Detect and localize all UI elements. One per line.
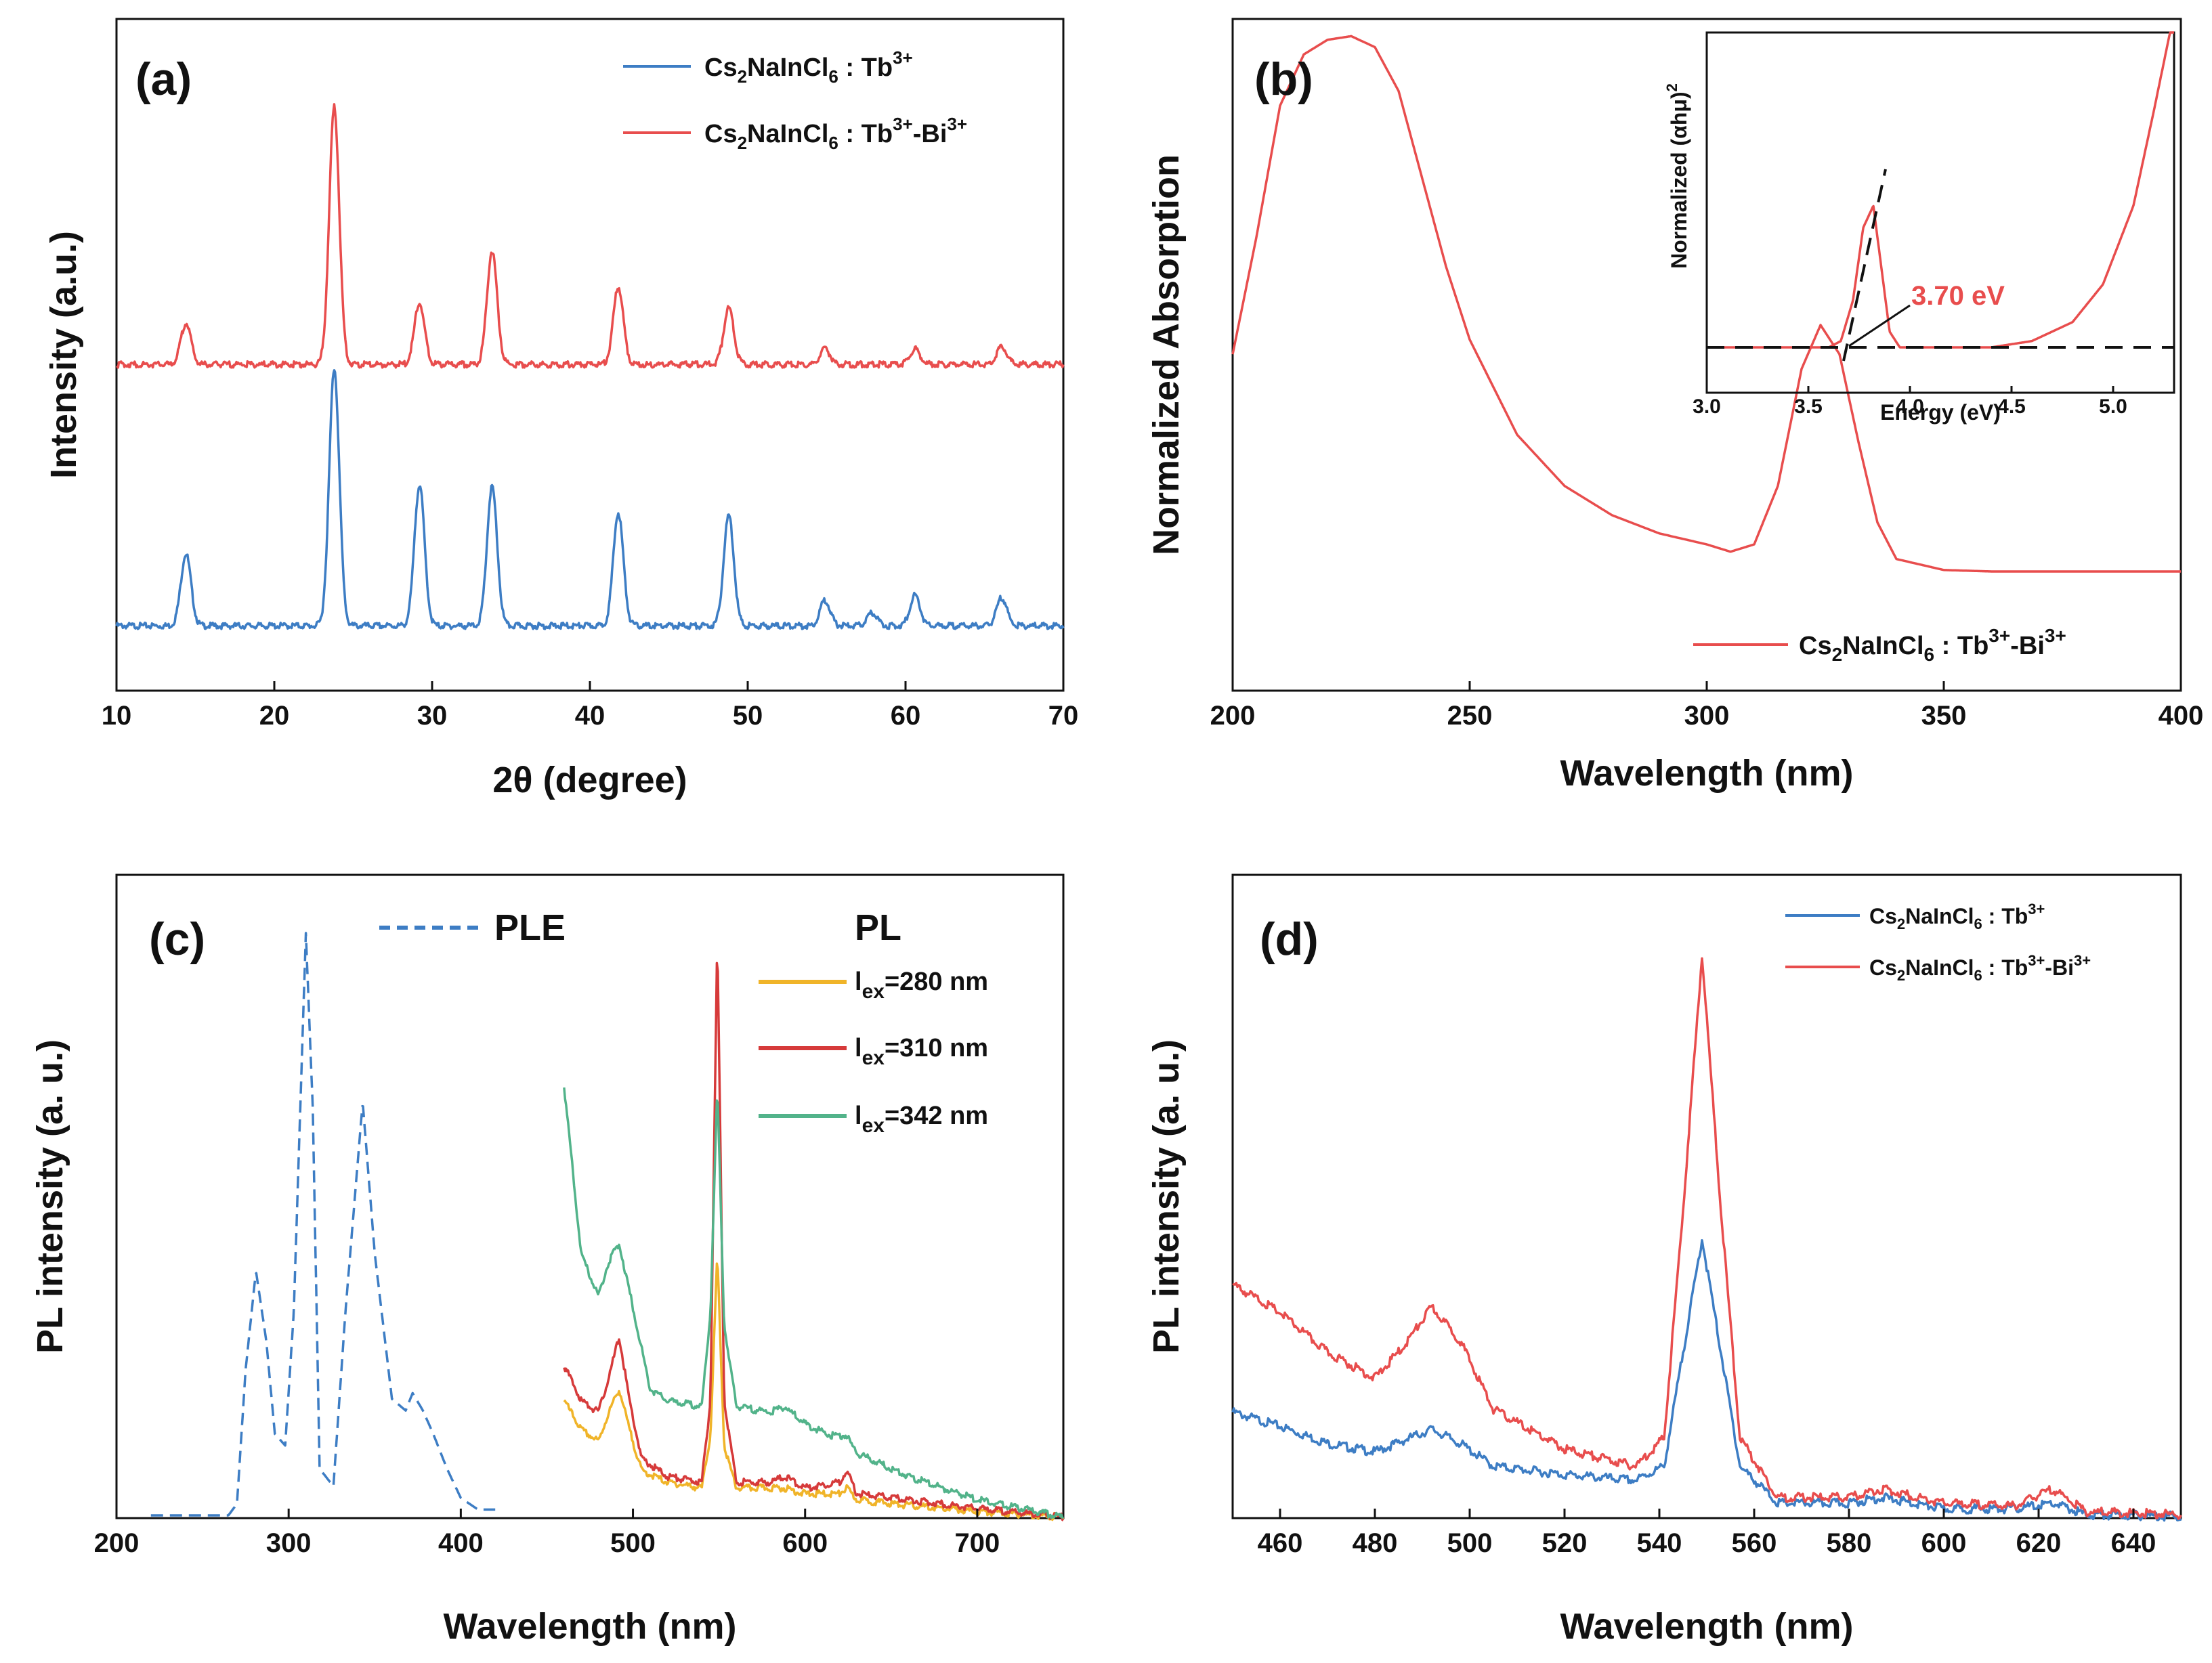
legend-label-tb-bi: Cs2NaInCl6 : Tb3+-Bi3+	[704, 114, 967, 153]
legend-label-d-tb: Cs2NaInCl6 : Tb3+	[1869, 901, 2045, 932]
panel-d-series-1	[1232, 957, 2182, 1520]
legend-label-280: lex=280 nm	[855, 968, 988, 1003]
panel-d-xtick-label: 620	[2016, 1528, 2062, 1558]
legend-label-b: Cs2NaInCl6 : Tb3+-Bi3+	[1799, 625, 2066, 665]
panel-b-xtick-label: 250	[1447, 701, 1493, 731]
panel-d-label: (d)	[1260, 913, 1319, 965]
panel-b-series-0	[1231, 35, 2182, 573]
panel-d-xtick-label: 600	[1921, 1528, 1967, 1558]
panel-c-ylabel: PL intensity (a. u.)	[30, 1039, 70, 1354]
panel-a-xtick-label: 50	[733, 701, 763, 731]
legend-label-tb: Cs2NaInCl6 : Tb3+	[704, 47, 913, 87]
panel-a-xtick-label: 70	[1048, 701, 1079, 731]
inset-xtick-label: 3.0	[1693, 395, 1721, 418]
panel-a-xtick-label: 10	[102, 701, 132, 731]
panel-d-xtick-label: 460	[1258, 1528, 1303, 1558]
panel-a-series-1	[116, 103, 1065, 369]
panel-b-xtick-label: 350	[1921, 701, 1967, 731]
panel-c-series-2	[563, 962, 1064, 1521]
panel-c-xtick-label: 200	[94, 1528, 140, 1558]
panel-b-xtick-label: 300	[1684, 701, 1730, 731]
inset-frame	[1705, 31, 2175, 394]
panel-c-series-1	[563, 1262, 1065, 1521]
inset-xtick-label: 4.0	[1896, 395, 1924, 418]
panel-a-xrd: 10 20 30 40 50 60 70 (a) 2θ (degree) Intensity…	[43, 18, 1079, 800]
panel-b-xtick-label: 400	[2158, 701, 2204, 731]
panel-a-xtick-label: 30	[417, 701, 448, 731]
panel-c-xtick-label: 300	[266, 1528, 312, 1558]
panel-c-series-3	[563, 1087, 1065, 1519]
panel-d-xtick-label: 500	[1447, 1528, 1493, 1558]
panel-c-series-0	[150, 932, 496, 1517]
panel-b-legend: Cs2NaInCl6 : Tb3+-Bi3+	[1693, 625, 2066, 665]
panel-a-xlabel: 2θ (degree)	[492, 760, 687, 800]
panel-c-xlabel: Wavelength (nm)	[443, 1606, 736, 1647]
panel-d-xtick-label: 520	[1542, 1528, 1588, 1558]
legend-label-342: lex=342 nm	[855, 1102, 988, 1137]
panel-d-ylabel: PL intensity (a. u.)	[1146, 1039, 1187, 1354]
panel-d-frame	[1231, 873, 2182, 1519]
panel-c-xtick-label: 500	[610, 1528, 656, 1558]
legend-label-ple: PLE	[494, 907, 566, 948]
panel-b-xtick-label: 200	[1210, 701, 1256, 731]
panel-b-xlabel: Wavelength (nm)	[1560, 753, 1853, 794]
panel-d-pl: 460 480 500 520 540 560 580 600 620 640 (d) Wavel…	[1146, 873, 2182, 1647]
panel-c-xtick-label: 400	[438, 1528, 484, 1558]
inset-xtick-label: 4.5	[1997, 395, 2026, 418]
legend-title-pl: PL	[855, 907, 901, 948]
panel-a-ylabel: Intensity (a.u.)	[43, 231, 84, 479]
inset-ylabel: Normalized (αhμ)2	[1663, 83, 1691, 269]
panel-a-label: (a)	[135, 53, 192, 105]
panel-d-xtick-label: 640	[2111, 1528, 2156, 1558]
panel-b-absorption: 200 250 300 350 400 (b) Wavelength (nm) Norm…	[1146, 18, 2204, 794]
panel-d-xtick-label: 540	[1637, 1528, 1682, 1558]
panel-a-xtick-label: 60	[891, 701, 921, 731]
panel-c-legend: PLE PL lex=280 nm lex=310 nm lex=342 nm	[379, 907, 988, 1137]
legend-label-310: lex=310 nm	[855, 1034, 988, 1069]
panel-b-ylabel: Normalized Absorption	[1146, 154, 1187, 555]
panel-a-legend: Cs2NaInCl6 : Tb3+ Cs2NaInCl6 : Tb3+-Bi3+	[623, 47, 967, 153]
panel-a-xtick-label: 20	[259, 701, 290, 731]
inset-xlabel: Energy (eV)	[1880, 400, 2001, 425]
panel-d-xlabel: Wavelength (nm)	[1560, 1606, 1853, 1647]
panel-a-series-0	[115, 369, 1065, 630]
panel-d-xtick-label: 480	[1353, 1528, 1398, 1558]
panel-d-xtick-label: 560	[1732, 1528, 1777, 1558]
inset-xtick-label: 5.0	[2099, 395, 2127, 418]
panel-b-inset: 3.0 3.5 4.0 4.5 5.0 Energy (eV) Normalized (…	[1663, 31, 2175, 425]
panel-c-frame	[115, 873, 1065, 1519]
legend-label-d-tb-bi: Cs2NaInCl6 : Tb3+-Bi3+	[1869, 952, 2091, 984]
panel-c-ple-pl: 200 300 400 500 600 700 (c) Wavelength (nm) P…	[30, 873, 1065, 1647]
panel-d-xtick-label: 580	[1827, 1528, 1872, 1558]
panel-c-xtick-label: 600	[782, 1528, 828, 1558]
inset-annotation-arrow	[1848, 304, 1911, 347]
inset-bandgap-annotation: 3.70 eV	[1911, 281, 2005, 311]
panel-a-xtick-label: 40	[575, 701, 605, 731]
inset-xtick-label: 3.5	[1794, 395, 1823, 418]
panel-d-legend: Cs2NaInCl6 : Tb3+ Cs2NaInCl6 : Tb3+-Bi3+	[1785, 901, 2091, 984]
panel-d-series-0	[1231, 1238, 2182, 1522]
panel-b-label: (b)	[1254, 53, 1313, 105]
panel-c-label: (c)	[149, 913, 205, 965]
panel-c-xtick-label: 700	[955, 1528, 1000, 1558]
inset-tangent	[1842, 169, 1887, 362]
